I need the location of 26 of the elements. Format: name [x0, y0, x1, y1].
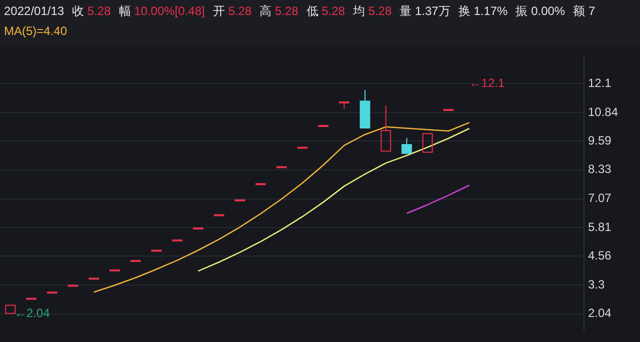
y-tick-label: 7.07 — [588, 191, 612, 206]
candlestick — [360, 89, 370, 129]
text: 高 5.28 — [260, 4, 298, 18]
y-tick-label: 3.3 — [588, 277, 606, 292]
y-tick-label: 5.81 — [588, 220, 612, 234]
y-tick-label: 4.56 — [588, 248, 612, 263]
text: 幅 10.00%[0.48] — [118, 4, 205, 18]
text: 收 5.28 — [72, 4, 111, 18]
text: 开 5.28 — [212, 4, 252, 18]
y-tick-label: 2.04 — [588, 306, 612, 320]
chart-subtitle: MA(5)=4.40 — [4, 23, 68, 40]
text: 换 1.17% — [458, 4, 508, 18]
text: 低 5.28 — [306, 4, 345, 18]
annotation: ←2.04 — [14, 306, 50, 320]
y-tick-label: 8.33 — [588, 162, 612, 176]
candlestick — [402, 137, 412, 154]
y-tick-label: 10.84 — [588, 104, 618, 119]
chart-title: 2022/01/13 — [4, 4, 64, 18]
text: 振 0.00% — [516, 4, 566, 18]
y-tick-label: 9.59 — [588, 133, 612, 148]
text: 均 5.28 — [352, 4, 392, 18]
annotation: ←12.1 — [469, 76, 505, 90]
y-tick-label: 12.1 — [588, 76, 612, 90]
text: 量 1.37万 — [400, 4, 450, 18]
text: 额 7 — [573, 4, 596, 18]
candlestick — [380, 104, 392, 152]
